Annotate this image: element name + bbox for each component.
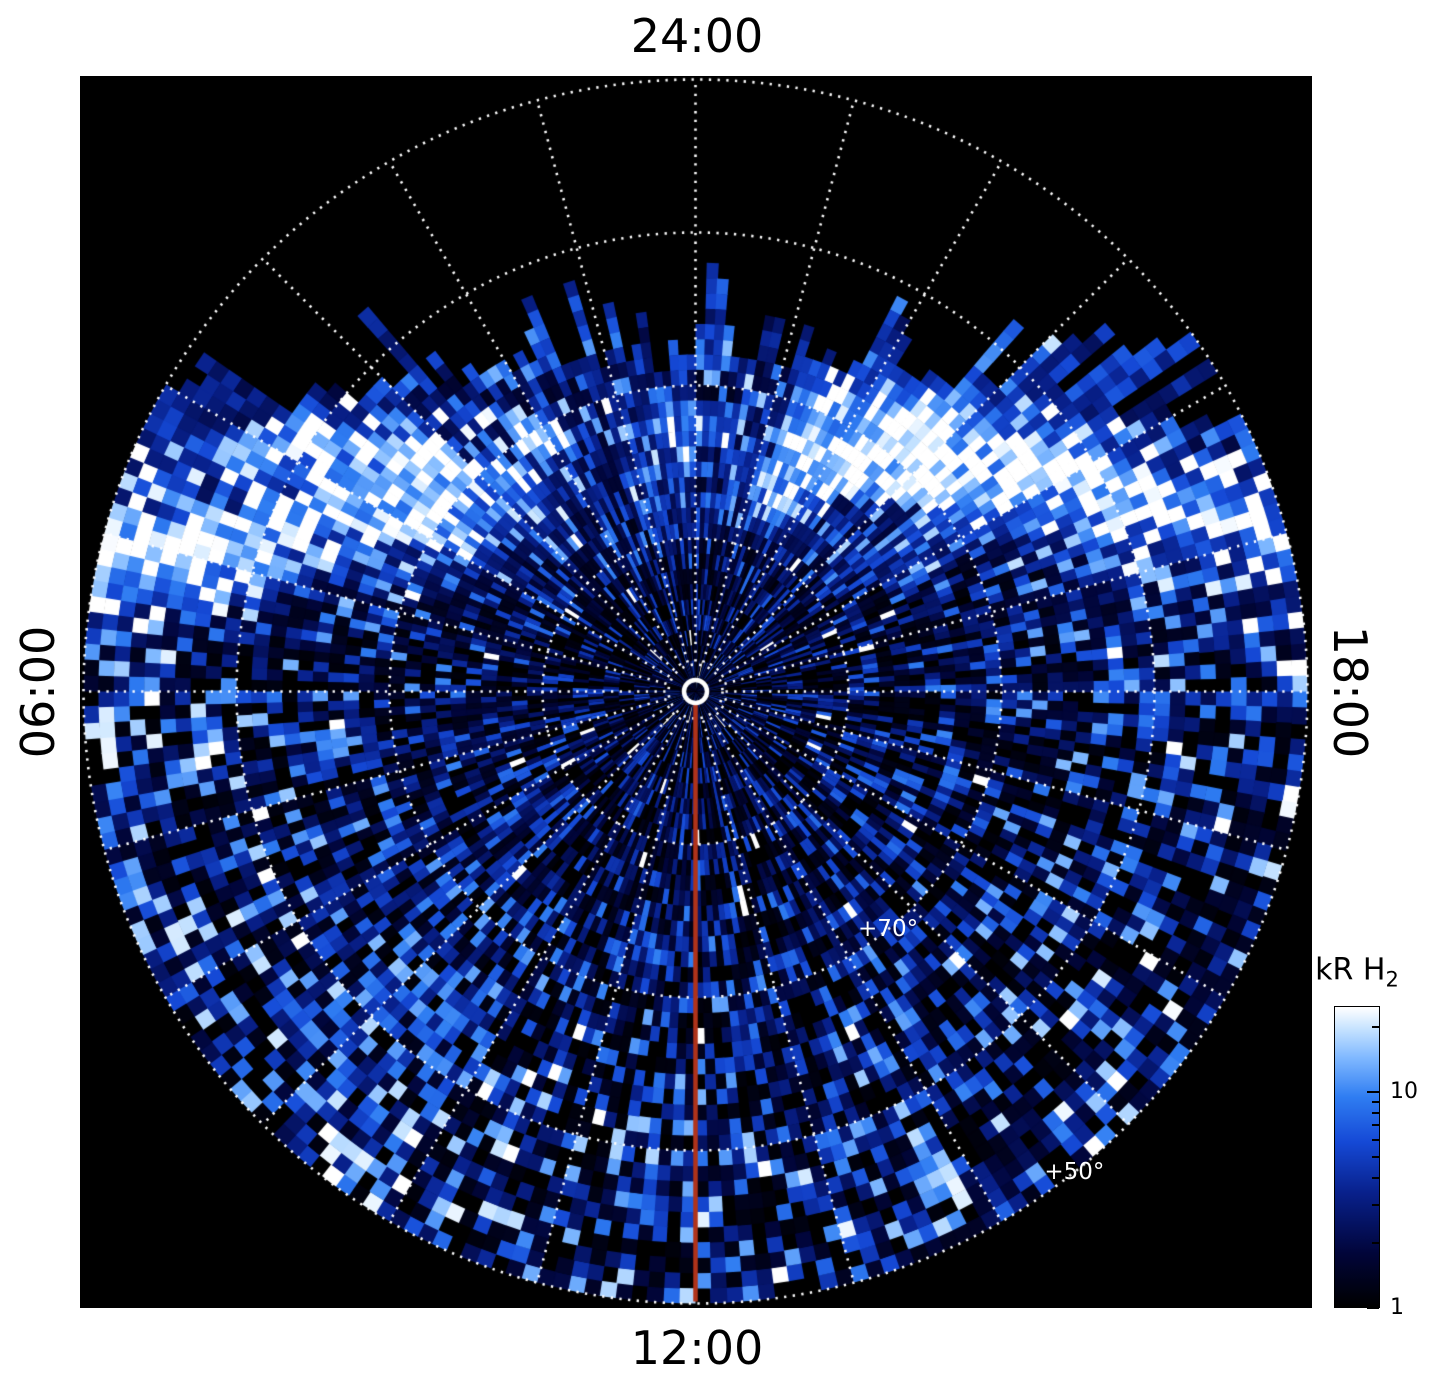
latitude-label-70: +70° bbox=[858, 916, 919, 943]
latitude-label-50: +50° bbox=[1044, 1159, 1105, 1186]
colorbar-gradient bbox=[1334, 1006, 1380, 1308]
colorbar: 1 10 bbox=[1334, 1006, 1444, 1320]
colorbar-label: kR H2 bbox=[1315, 953, 1399, 992]
polar-heatmap-canvas bbox=[80, 76, 1312, 1308]
colorbar-label-sub: 2 bbox=[1385, 967, 1399, 992]
local-time-label-06: 06:00 bbox=[11, 625, 65, 759]
local-time-label-18: 18:00 bbox=[1323, 625, 1377, 759]
local-time-label-12: 12:00 bbox=[630, 1321, 764, 1375]
local-time-label-24: 24:00 bbox=[630, 9, 764, 63]
colorbar-tick-label-10: 10 bbox=[1390, 1078, 1418, 1104]
colorbar-label-main: kR H bbox=[1315, 952, 1386, 988]
colorbar-tick-label-1: 1 bbox=[1390, 1295, 1404, 1320]
